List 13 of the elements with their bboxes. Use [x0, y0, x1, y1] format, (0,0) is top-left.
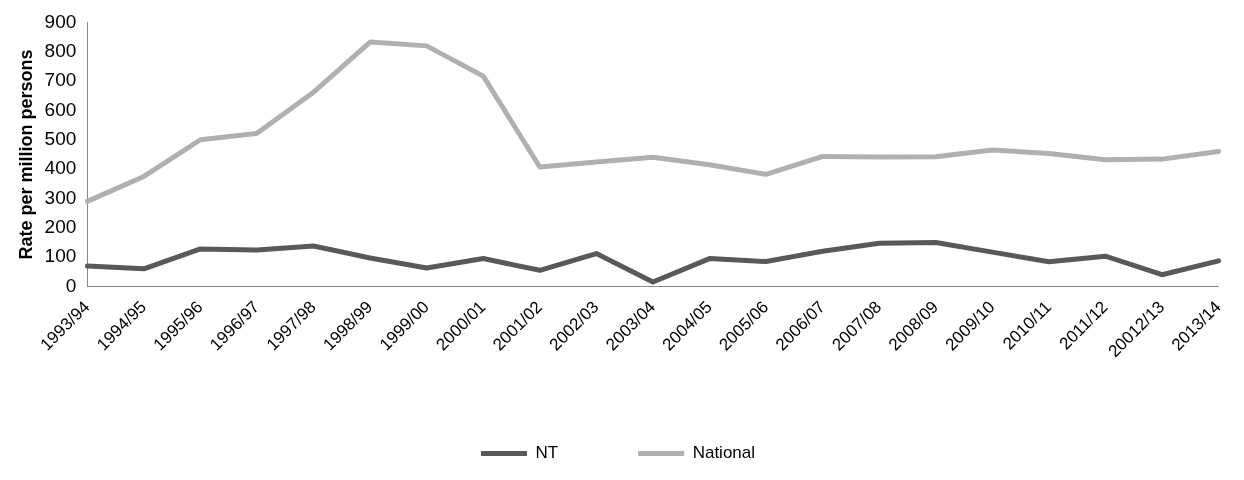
- y-tick-label: 900: [44, 10, 77, 32]
- y-tick-label: 800: [44, 39, 77, 61]
- legend-label: National: [692, 443, 756, 463]
- y-tick-label: 700: [44, 69, 77, 91]
- y-tick-label: 300: [44, 186, 77, 208]
- y-tick-label: 600: [44, 98, 77, 120]
- y-tick-label: 200: [44, 216, 77, 237]
- y-tick-label: 500: [44, 127, 77, 149]
- y-axis-title: Rate per million persons: [15, 49, 36, 260]
- y-tick-label: 400: [44, 157, 77, 179]
- y-tick-label: 100: [44, 245, 77, 267]
- y-tick-label: 0: [65, 274, 77, 296]
- legend-label: NT: [535, 443, 559, 463]
